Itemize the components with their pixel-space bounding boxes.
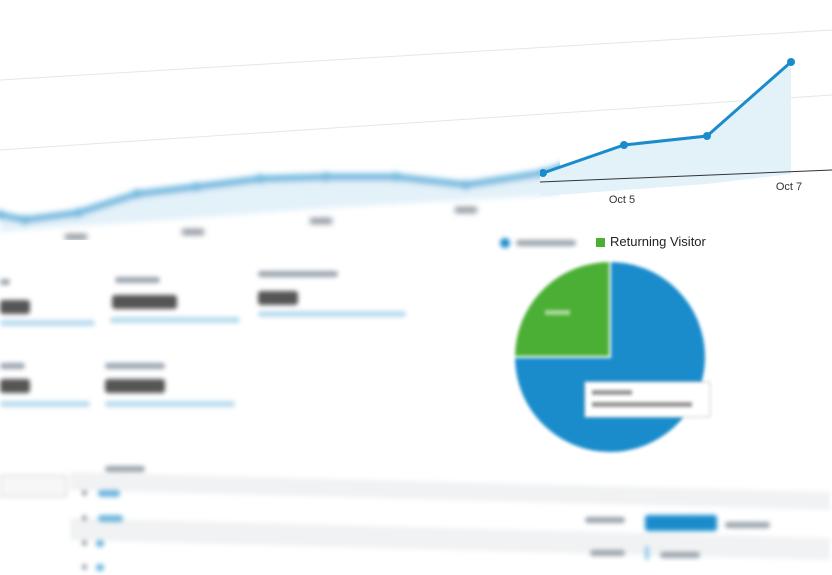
gridline xyxy=(0,29,832,81)
sessions-line-chart: Oct 5 Oct 7 xyxy=(0,29,832,240)
chart-area xyxy=(0,167,560,232)
data-point[interactable] xyxy=(255,174,265,184)
data-point[interactable] xyxy=(20,215,30,225)
x-axis xyxy=(539,169,832,183)
data-point[interactable] xyxy=(787,58,795,66)
x-tick-label: Oct 7 xyxy=(776,181,802,193)
data-point[interactable] xyxy=(191,182,201,192)
data-point[interactable] xyxy=(73,208,83,218)
chart-gridlines xyxy=(0,29,832,151)
data-point[interactable] xyxy=(321,172,331,182)
visitor-pie-chart xyxy=(512,259,711,454)
chart-blurred-part xyxy=(0,163,560,232)
data-point[interactable] xyxy=(461,180,471,190)
search-box[interactable] xyxy=(0,475,67,497)
pie-slice-returning[interactable] xyxy=(512,259,611,358)
legend-swatch-green xyxy=(596,238,605,247)
metrics-panel xyxy=(0,255,420,425)
pie-tooltip xyxy=(584,381,711,418)
data-point[interactable] xyxy=(132,189,142,199)
percent-bar xyxy=(645,546,649,560)
data-point[interactable] xyxy=(703,132,711,140)
x-tick-label: Oct 5 xyxy=(609,194,635,206)
data-point[interactable] xyxy=(539,169,547,177)
blurred-x-ticks xyxy=(65,207,477,240)
data-point[interactable] xyxy=(620,141,628,149)
data-point[interactable] xyxy=(0,210,5,220)
legend-swatch-blue xyxy=(500,238,510,248)
gridline xyxy=(0,94,832,151)
pie-legend: Returning Visitor xyxy=(498,232,738,254)
chart-area xyxy=(540,62,791,197)
percent-bar xyxy=(645,515,717,531)
data-point[interactable] xyxy=(391,172,401,182)
legend-label: Returning Visitor xyxy=(610,234,706,249)
data-table xyxy=(0,460,832,575)
